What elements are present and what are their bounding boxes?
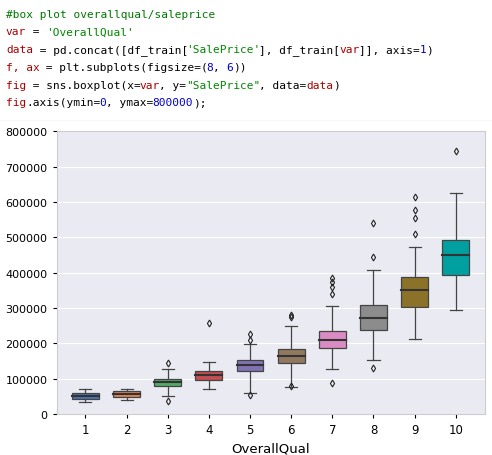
Text: "SalePrice": "SalePrice" [186, 81, 260, 91]
Text: #box plot overallqual/saleprice: #box plot overallqual/saleprice [6, 10, 215, 20]
Text: )): )) [233, 63, 246, 73]
Text: ]], axis=: ]], axis= [359, 45, 420, 55]
Text: 'SalePrice': 'SalePrice' [186, 45, 260, 55]
Text: 'OverallQual': 'OverallQual' [46, 27, 134, 37]
Text: ): ) [426, 45, 432, 55]
Bar [237, 360, 263, 371]
Text: fig: fig [6, 98, 26, 108]
Text: f, ax: f, ax [6, 63, 40, 73]
Bar [401, 277, 428, 308]
Text: fig: fig [6, 81, 26, 91]
Bar [113, 391, 140, 397]
Bar [442, 241, 469, 275]
Bar [72, 393, 99, 399]
Text: , ymax=: , ymax= [106, 98, 153, 108]
Text: = plt.subplots(figsize=(: = plt.subplots(figsize=( [39, 63, 208, 73]
Bar [154, 379, 181, 386]
Text: , data=: , data= [259, 81, 307, 91]
Text: var: var [339, 45, 360, 55]
Text: );: ); [192, 98, 206, 108]
Text: 800000: 800000 [153, 98, 193, 108]
X-axis label: OverallQual: OverallQual [231, 441, 310, 455]
Text: = pd.concat([df_train[: = pd.concat([df_train[ [32, 45, 188, 56]
Text: var: var [139, 81, 159, 91]
Bar [195, 371, 222, 380]
Text: data: data [306, 81, 333, 91]
Text: =: = [26, 27, 46, 37]
Text: 0: 0 [99, 98, 106, 108]
Bar [278, 349, 305, 364]
Text: ], df_train[: ], df_train[ [259, 45, 340, 56]
Text: ,: , [213, 63, 226, 73]
Text: = sns.boxplot(x=: = sns.boxplot(x= [26, 81, 141, 91]
Bar [319, 331, 346, 348]
Text: 8: 8 [206, 63, 213, 73]
Text: 1: 1 [419, 45, 426, 55]
Text: .axis(ymin=: .axis(ymin= [26, 98, 100, 108]
Text: 6: 6 [226, 63, 233, 73]
Text: var: var [6, 27, 26, 37]
Text: data: data [6, 45, 33, 55]
Text: , y=: , y= [159, 81, 186, 91]
Text: ): ) [333, 81, 339, 91]
Bar [360, 305, 387, 330]
